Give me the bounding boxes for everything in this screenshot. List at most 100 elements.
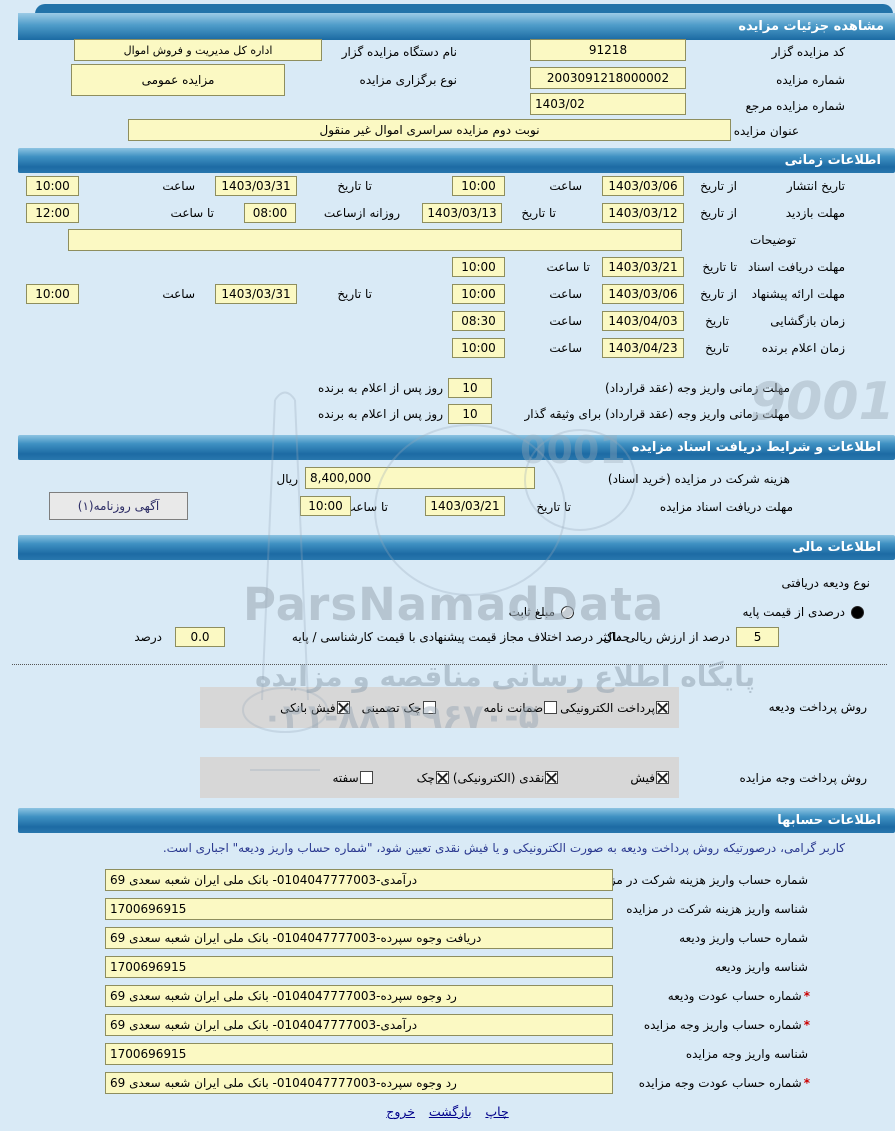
print-link[interactable]: چاپ (485, 1104, 509, 1119)
bank-slip-checkbox[interactable] (336, 701, 350, 714)
offer-to-time-field[interactable]: 10:00 (26, 284, 79, 304)
account-row-field[interactable]: دریافت وجوه سپرده-0104047777003- بانک مل… (105, 927, 613, 949)
deposit-method-panel: پرداخت الکترونیکی ضمانت نامه چک تضمینی ف… (200, 687, 679, 728)
docs-deadline-date-field[interactable]: 1403/03/21 (425, 496, 505, 516)
offer-to-label: تا تاریخ (337, 287, 372, 301)
auction-title-label: عنوان مزایده (733, 124, 799, 138)
payment-method-option[interactable]: سفته (332, 771, 373, 785)
accounts-section-bar: اطلاعات حسابها (18, 808, 895, 833)
dotted-divider (12, 664, 887, 665)
docs-deadline-to-label: تا تاریخ (536, 500, 571, 514)
deposit-type-label: نوع ودیعه دریافتی (781, 576, 870, 590)
publish-from-time-field[interactable]: 10:00 (452, 176, 505, 196)
deposit-method-option[interactable]: چک تضمینی (362, 701, 436, 715)
doc-deadline-time-label: تا ساعت (546, 260, 590, 274)
promissory-note-checkbox[interactable] (359, 771, 373, 784)
offer-from-date-field[interactable]: 1403/03/06 (602, 284, 684, 304)
account-row-field[interactable]: 1700696915 (105, 956, 613, 978)
back-link[interactable]: بازگشت (428, 1104, 472, 1119)
visit-label: مهلت بازدید (785, 206, 845, 220)
deposit-percent-field[interactable]: 5 (736, 627, 779, 647)
newspaper-ad-button[interactable]: آگهی روزنامه(۱) (49, 492, 188, 520)
account-row-field[interactable]: 1700696915 (105, 1043, 613, 1065)
account-row-label: *شماره حساب واریز وجه مزایده (643, 1018, 810, 1032)
visit-from-time-field[interactable]: 08:00 (244, 203, 296, 223)
offer-to-time-label: ساعت (162, 287, 195, 301)
account-row-label: شناسه واریز وجه مزایده (685, 1047, 808, 1061)
offer-from-time-field[interactable]: 10:00 (452, 284, 505, 304)
pay-deadline-label: مهلت زمانی واریز وجه (عقد قرارداد) (605, 381, 790, 395)
pay-deadline2-suffix: روز پس از اعلام به برنده (318, 407, 443, 421)
certified-check-checkbox[interactable] (422, 701, 436, 714)
opening-date-label: تاریخ (705, 314, 729, 328)
pay-deadline-days-field[interactable]: 10 (448, 378, 492, 398)
accounts-notice: کاربر گرامی، درصورتیکه روش پرداخت ودیعه … (162, 841, 845, 855)
electronic-payment-checkbox[interactable] (656, 701, 669, 714)
auction-code-field[interactable]: 91218 (530, 39, 686, 61)
auction-number-field[interactable]: 2003091218000002 (530, 67, 686, 89)
account-row-field[interactable]: درآمدی-0104047777003- بانک ملی ایران شعب… (105, 869, 613, 891)
visit-from-date-field[interactable]: 1403/03/12 (602, 203, 684, 223)
doc-deadline-date-field[interactable]: 1403/03/21 (602, 257, 684, 277)
auction-type-label: نوع برگزاری مزایده (359, 73, 457, 87)
publish-date-label: تاریخ انتشار (786, 179, 845, 193)
docs-deadline-time-label: تا ساعت (344, 500, 388, 514)
visit-to-time-field[interactable]: 12:00 (26, 203, 79, 223)
offer-to-date-field[interactable]: 1403/03/31 (215, 284, 297, 304)
pay-deadline2-days-field[interactable]: 10 (448, 404, 492, 424)
org-name-field[interactable]: اداره کل مدیریت و فروش اموال (74, 39, 322, 61)
max-diff-unit-label: درصد (134, 630, 162, 644)
visit-daily-label: روزانه ازساعت (323, 206, 400, 220)
exit-link[interactable]: خروج (386, 1104, 416, 1119)
percent-radio-label: درصدی از قیمت پایه (742, 605, 845, 619)
percent-radio[interactable] (851, 606, 864, 619)
winner-date-field[interactable]: 1403/04/23 (602, 338, 684, 358)
fixed-amount-radio[interactable] (561, 606, 574, 619)
watermark-brand: ParsNamadData (243, 578, 665, 631)
opening-label: زمان بازگشایی (770, 314, 845, 328)
opening-time-label: ساعت (549, 314, 582, 328)
winner-time-field[interactable]: 10:00 (452, 338, 505, 358)
fee-field[interactable]: 8,400,000 (305, 467, 535, 489)
account-row-field[interactable]: رد وجوه سپرده-0104047777003- بانک ملی ای… (105, 985, 613, 1007)
offer-from-label: از تاریخ (700, 287, 737, 301)
page-title: مشاهده جزئیات مزایده (738, 19, 884, 34)
docs-deadline-label: مهلت دریافت اسناد مزایده (659, 500, 793, 514)
auction-title-field[interactable]: نوبت دوم مزایده سراسری اموال غیر منقول (128, 119, 731, 141)
slip-checkbox[interactable] (656, 771, 669, 784)
check-checkbox[interactable] (435, 771, 449, 784)
visit-to-date-field[interactable]: 1403/03/13 (422, 203, 502, 223)
payment-method-option[interactable]: نقدی (الکترونیکی) (453, 771, 559, 785)
payment-method-label: روش پرداخت وجه مزایده (739, 771, 867, 785)
deposit-percent-label: درصد از ارزش ریالی مال (603, 630, 730, 644)
deposit-method-option[interactable]: پرداخت الکترونیکی (560, 701, 669, 715)
opening-time-field[interactable]: 08:30 (452, 311, 505, 331)
publish-to-time-field[interactable]: 10:00 (26, 176, 79, 196)
payment-method-option[interactable]: چک (417, 771, 449, 785)
deposit-method-option[interactable]: فیش بانکی (280, 701, 350, 715)
docs-deadline-time-field[interactable]: 10:00 (300, 496, 351, 516)
account-row-field[interactable]: درآمدی-0104047777003- بانک ملی ایران شعب… (105, 1014, 613, 1036)
auction-type-field[interactable]: مزایده عمومی (71, 64, 285, 96)
auction-ref-field[interactable]: 1403/02 (530, 93, 686, 115)
publish-from-date-field[interactable]: 1403/03/06 (602, 176, 684, 196)
account-row-field[interactable]: 1700696915 (105, 898, 613, 920)
winner-label: زمان اعلام برنده (761, 341, 845, 355)
financial-section-bar: اطلاعات مالی (18, 535, 895, 560)
doc-deadline-label: مهلت دریافت اسناد (747, 260, 845, 274)
guarantee-letter-checkbox[interactable] (544, 701, 558, 714)
visit-from-label: از تاریخ (700, 206, 737, 220)
cash-electronic-checkbox[interactable] (545, 771, 559, 784)
notes-field[interactable] (68, 229, 682, 251)
publish-to-time-label: ساعت (162, 179, 195, 193)
account-row-label: شماره حساب واریز هزینه شرکت در مزایده (590, 873, 808, 887)
winner-time-label: ساعت (549, 341, 582, 355)
fee-unit-label: ریال (276, 472, 298, 486)
deposit-method-option[interactable]: ضمانت نامه (484, 701, 558, 715)
publish-to-date-field[interactable]: 1403/03/31 (215, 176, 297, 196)
max-diff-field[interactable]: 0.0 (175, 627, 225, 647)
opening-date-field[interactable]: 1403/04/03 (602, 311, 684, 331)
doc-deadline-time-field[interactable]: 10:00 (452, 257, 505, 277)
account-row-field[interactable]: رد وجوه سپرده-0104047777003- بانک ملی ای… (105, 1072, 613, 1094)
payment-method-option[interactable]: فیش (630, 771, 669, 785)
